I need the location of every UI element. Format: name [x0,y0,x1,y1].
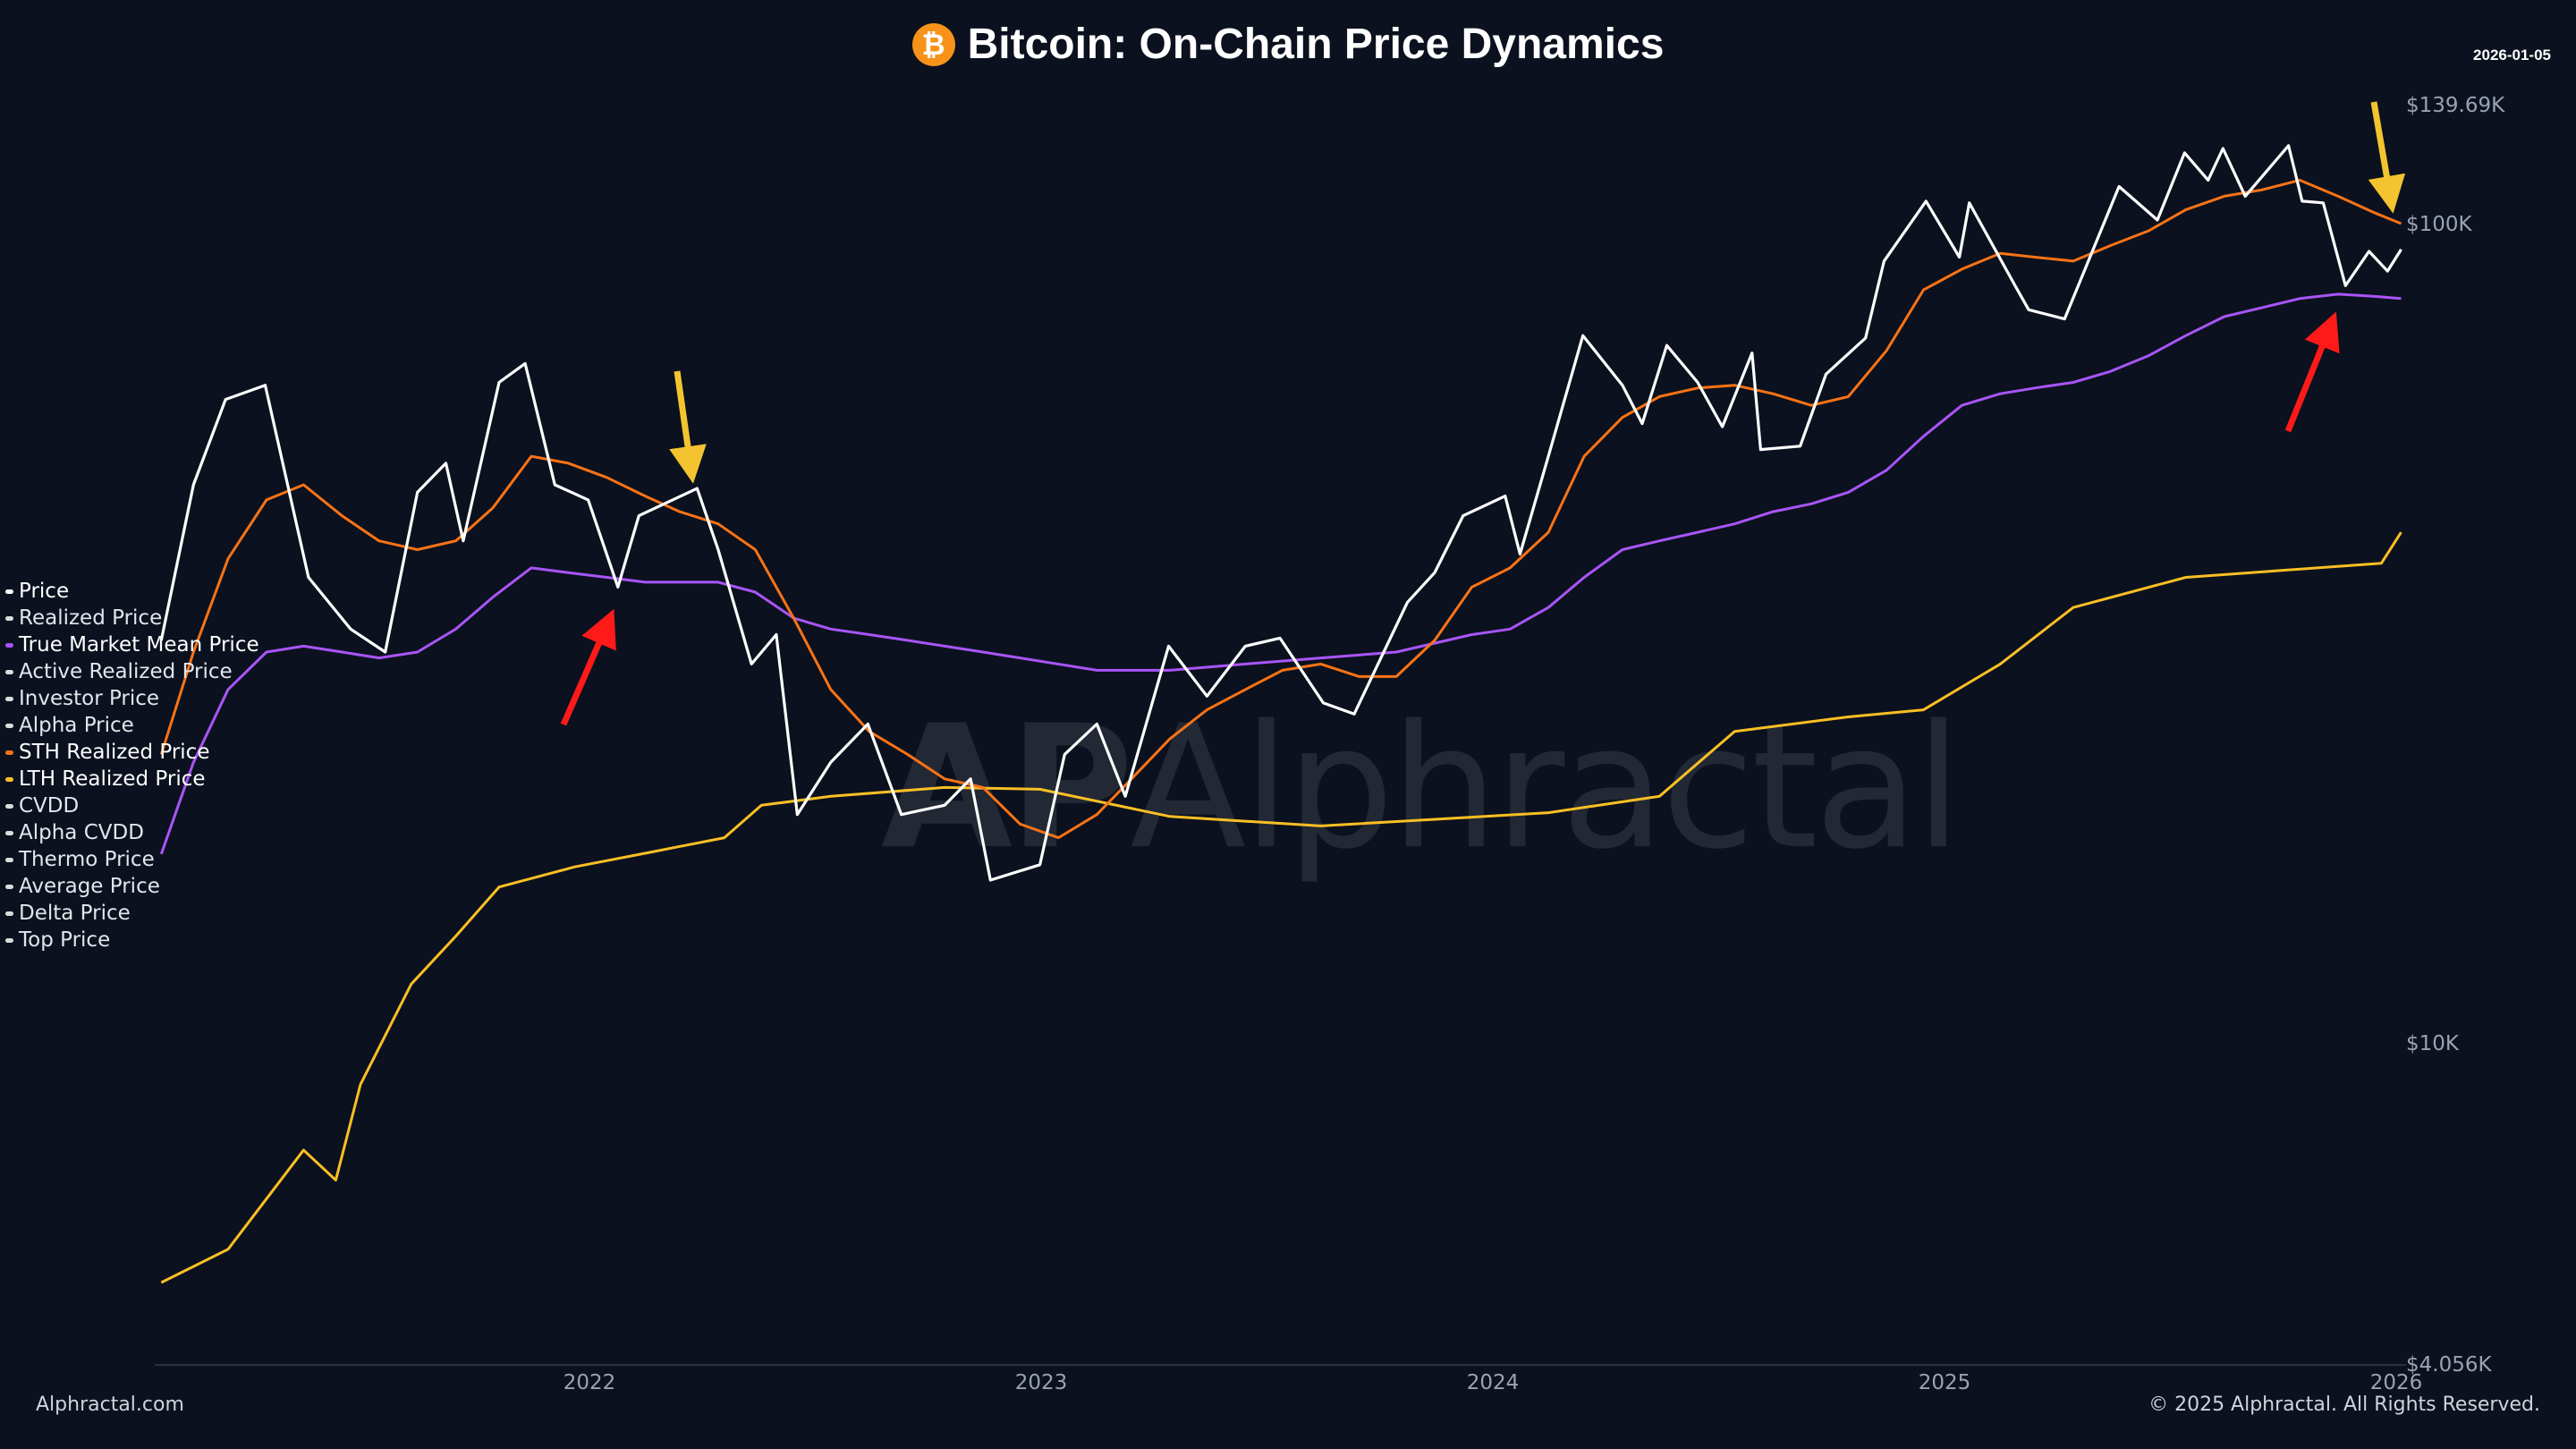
legend-item[interactable]: Investor Price [5,685,259,712]
legend-label: Average Price [19,875,160,898]
legend-label: STH Realized Price [19,741,210,764]
legend-item[interactable]: Thermo Price [5,846,259,873]
legend-item[interactable]: Alpha CVDD [5,819,259,846]
legend-label: Alpha CVDD [19,821,144,844]
legend-marker-icon [5,911,13,916]
annotation-arrow-yellow [2368,101,2406,214]
legend-marker-icon [5,830,13,835]
y-tick-label: $10K [2406,1032,2460,1055]
legend-label: Top Price [19,928,111,952]
legend-marker-icon [5,642,13,648]
legend-label: LTH Realized Price [19,767,206,791]
legend-item[interactable]: Top Price [5,927,259,953]
legend-marker-icon [5,669,13,674]
legend-marker-icon [5,723,13,728]
watermark-text: Alphractal [1130,689,1962,886]
x-tick-label: 2025 [1919,1371,1971,1394]
y-tick-label: $100K [2406,213,2473,236]
chart-title: ₿ Bitcoin: On-Chain Price Dynamics [0,20,2576,69]
footer-copyright: © 2025 Alphractal. All Rights Reserved. [2148,1394,2540,1416]
legend-item[interactable]: Alpha Price [5,712,259,739]
footer-site: Alphractal.com [36,1394,184,1416]
x-tick-label: 2022 [564,1371,616,1394]
legend-label: Price [19,580,70,603]
legend-marker-icon [5,750,13,755]
legend-marker-icon [5,857,13,862]
y-tick-label: $4.056K [2406,1353,2492,1377]
series-price [159,144,2402,882]
legend-item[interactable]: LTH Realized Price [5,766,259,792]
x-tick-label: 2024 [1467,1371,1520,1394]
legend: Price Realized Price True Market Mean Pric… [5,578,259,953]
watermark: APAlphractal [881,689,1962,886]
legend-marker-icon [5,776,13,782]
annotation-arrow-red [2284,311,2340,433]
legend-marker-icon [5,937,13,943]
series-true-market-mean-price [159,292,2402,855]
snapshot-date: 2026-01-05 [2473,47,2551,64]
legend-marker-icon [5,696,13,701]
legend-item[interactable]: Realized Price [5,605,259,631]
legend-marker-icon [5,589,13,594]
legend-item[interactable]: Active Realized Price [5,658,259,685]
annotation-arrow-yellow [669,370,707,484]
x-tick-label: 2026 [2370,1371,2423,1394]
legend-label: Alpha Price [19,714,134,737]
legend-label: CVDD [19,794,80,818]
legend-item[interactable]: Delta Price [5,900,259,927]
legend-label: Realized Price [19,606,163,630]
legend-item[interactable]: Price [5,578,259,605]
legend-item[interactable]: Average Price [5,873,259,900]
legend-item[interactable]: True Market Mean Price [5,631,259,658]
legend-marker-icon [5,615,13,621]
legend-label: True Market Mean Price [19,633,259,657]
chart-title-text: Bitcoin: On-Chain Price Dynamics [967,21,1665,68]
y-tick-label: $139.69K [2406,94,2505,117]
x-tick-label: 2023 [1015,1371,1068,1394]
series-lth-realized-price [160,531,2402,1284]
legend-label: Delta Price [19,902,131,925]
legend-marker-icon [5,884,13,889]
series-sth-realized-price [159,178,2402,840]
legend-item[interactable]: CVDD [5,792,259,819]
legend-item[interactable]: STH Realized Price [5,739,259,766]
legend-label: Active Realized Price [19,660,233,683]
legend-label: Thermo Price [19,848,155,871]
bitcoin-icon: ₿ [911,22,955,66]
legend-label: Investor Price [19,687,160,710]
legend-marker-icon [5,803,13,809]
annotation-arrow-red [560,608,616,726]
